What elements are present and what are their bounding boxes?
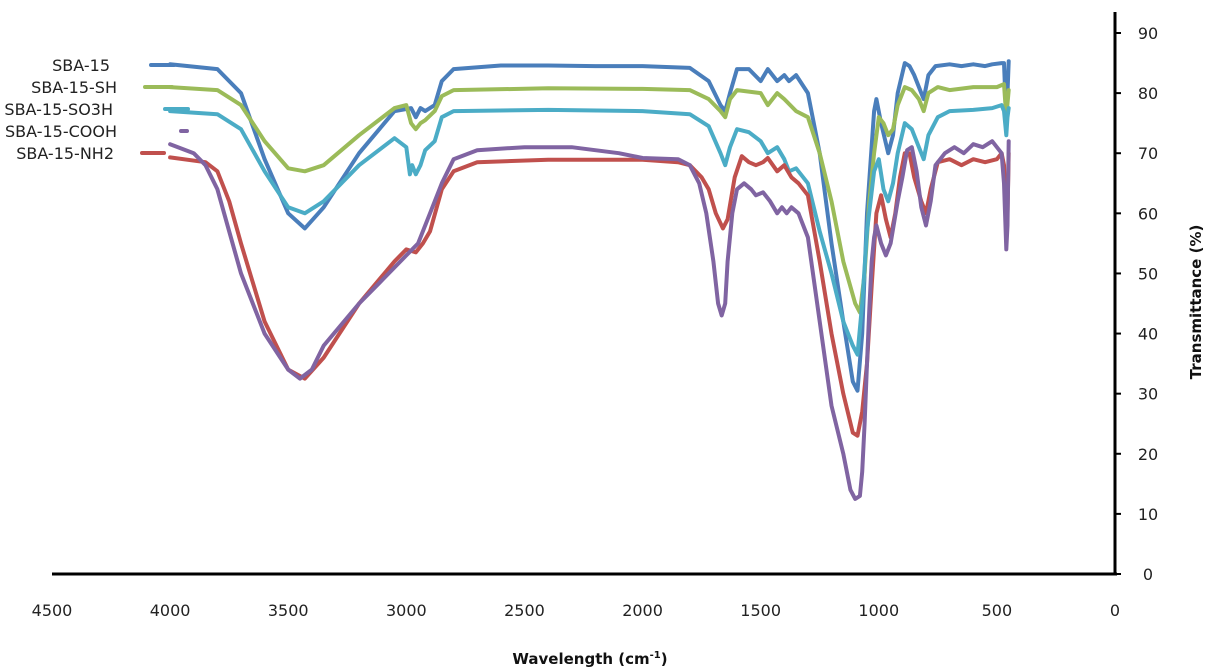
- series-line-2: [168, 103, 1011, 357]
- legend-label: SBA-15-NH2: [16, 144, 114, 163]
- legend: SBA-15 SBA-15-SH SBA-15-SO3H SBA-15-COOH SBA…: [4, 56, 190, 163]
- x-tick-label: 4000: [150, 601, 191, 620]
- x-tick-label: 3500: [268, 601, 309, 620]
- x-tick-layer: 4500 4000 3500 3000 2500 2000 1500 1000 500 0: [32, 601, 1120, 620]
- y-tick-label: 0: [1143, 565, 1153, 584]
- x-axis-title-sup: -1: [650, 650, 661, 661]
- y-tick-label: 20: [1138, 445, 1158, 464]
- y-tick-layer: 0 10 20 30 40 50 60 70 80 90: [1115, 24, 1158, 584]
- series-line-0: [168, 59, 1011, 393]
- x-tick-label: 0: [1110, 601, 1120, 620]
- series-line-4: [168, 139, 1011, 501]
- legend-label: SBA-15-SO3H: [4, 100, 113, 119]
- x-tick-label: 2000: [622, 601, 663, 620]
- series-layer: [168, 59, 1011, 501]
- y-tick-label: 60: [1138, 204, 1158, 223]
- x-axis-title-end: ): [661, 650, 668, 668]
- x-tick-label: 3000: [386, 601, 427, 620]
- series-line-3: [168, 151, 1011, 438]
- y-tick-label: 90: [1138, 24, 1158, 43]
- x-tick-label: 1500: [740, 601, 781, 620]
- x-tick-label: 2500: [504, 601, 545, 620]
- y-tick-label: 70: [1138, 144, 1158, 163]
- y-tick-label: 80: [1138, 84, 1158, 103]
- x-tick-label: 4500: [32, 601, 73, 620]
- legend-label: SBA-15-COOH: [5, 122, 117, 141]
- legend-label: SBA-15-SH: [31, 78, 117, 97]
- legend-label: SBA-15: [52, 56, 110, 75]
- x-tick-label: 1000: [858, 601, 899, 620]
- x-tick-label: 500: [982, 601, 1013, 620]
- y-tick-label: 50: [1138, 264, 1158, 283]
- x-axis-title-main: Wavelength (cm: [512, 650, 649, 668]
- y-tick-label: 10: [1138, 505, 1158, 524]
- x-axis-title: Wavelength (cm-1): [512, 650, 667, 668]
- series-line-1: [168, 82, 1011, 315]
- y-tick-label: 40: [1138, 325, 1158, 344]
- y-axis-title: Transmittance (%): [1187, 225, 1205, 380]
- y-tick-label: 30: [1138, 385, 1158, 404]
